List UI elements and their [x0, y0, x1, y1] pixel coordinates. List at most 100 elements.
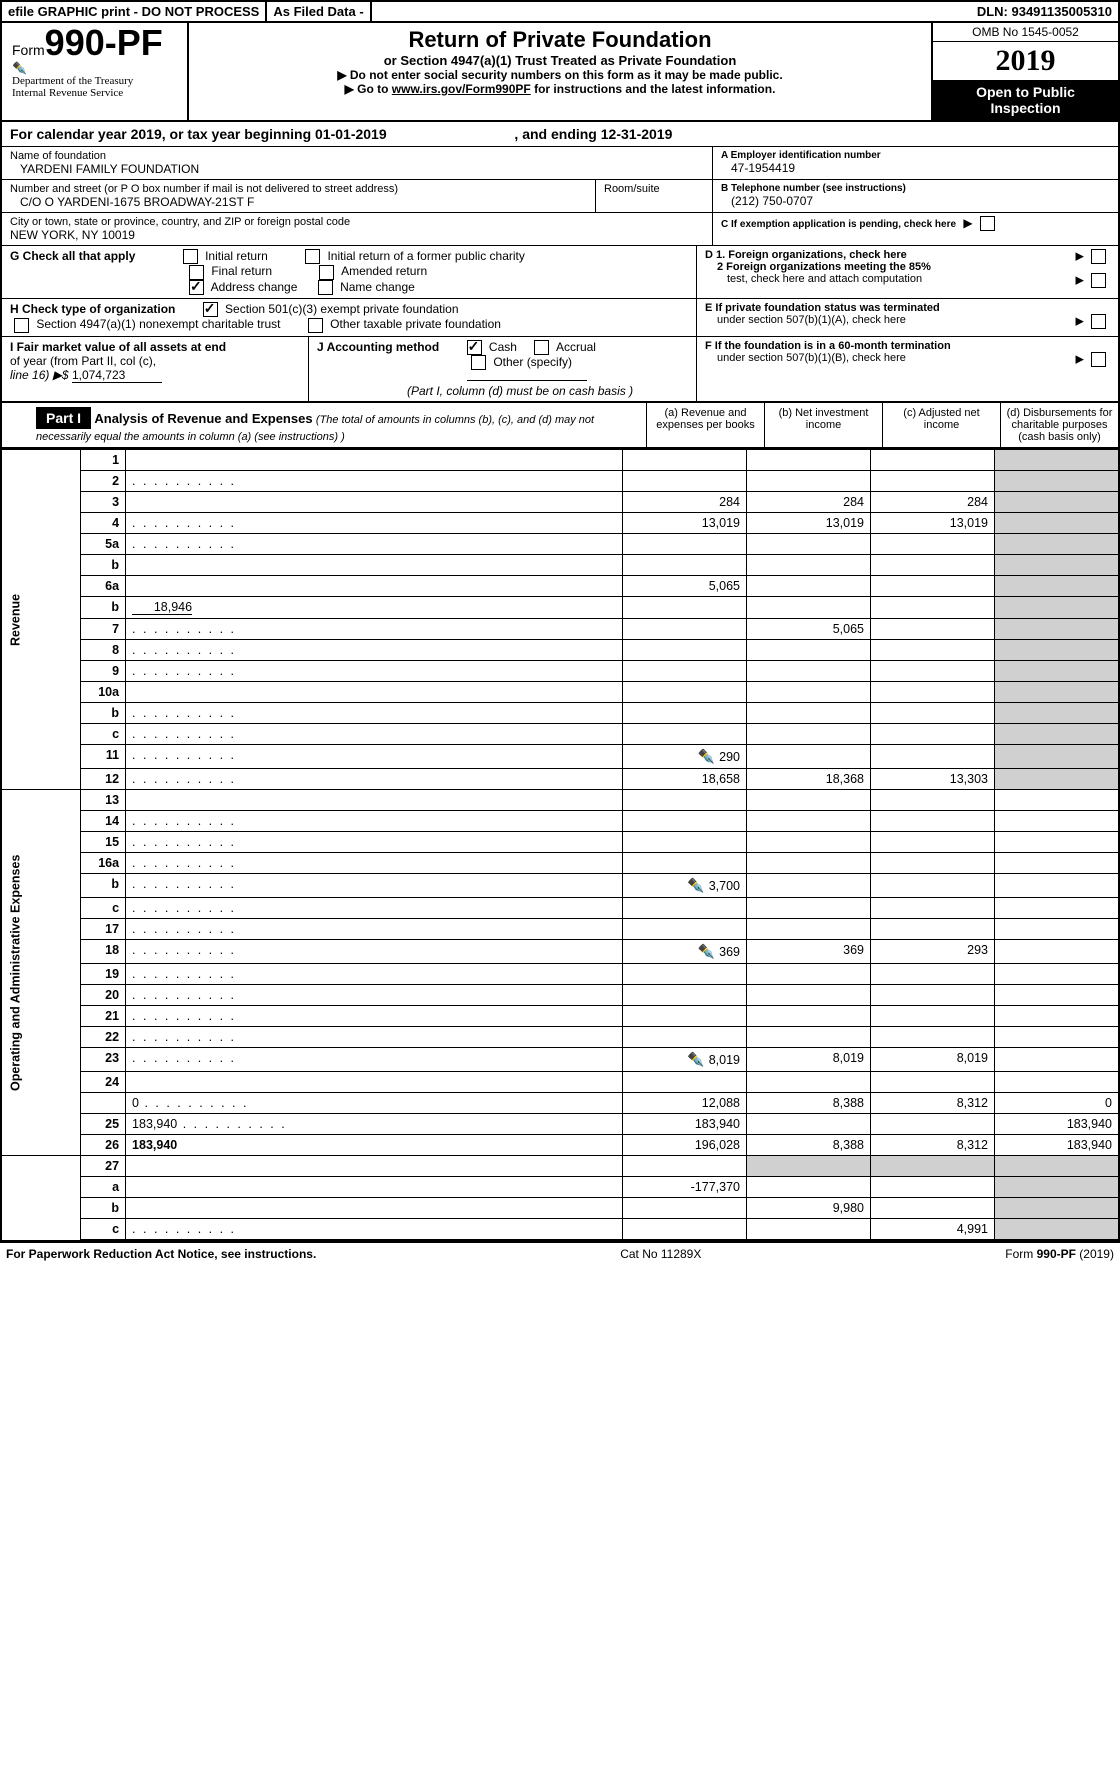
cell-c: [871, 619, 995, 640]
cell-d: [995, 724, 1119, 745]
cell-d: [995, 534, 1119, 555]
attachment-icon[interactable]: ✒️: [698, 943, 715, 959]
row-number: 27: [81, 1156, 126, 1177]
row-number: 23: [81, 1048, 126, 1072]
irs-link[interactable]: www.irs.gov/Form990PF: [392, 82, 531, 96]
checkbox-4947[interactable]: [14, 318, 29, 333]
cell-a: 183,940: [623, 1114, 747, 1135]
cell-b: [747, 576, 871, 597]
cell-d: [995, 1177, 1119, 1198]
cell-d: [995, 898, 1119, 919]
cell-c: [871, 555, 995, 576]
row-number: c: [81, 1219, 126, 1241]
checkbox-d2[interactable]: [1091, 273, 1106, 288]
checkbox-amended[interactable]: [319, 265, 334, 280]
cell-d: [995, 492, 1119, 513]
cell-c: 4,991: [871, 1219, 995, 1241]
cell-d: [995, 450, 1119, 471]
cell-d: [995, 1072, 1119, 1093]
cell-a: [623, 1006, 747, 1027]
row-desc: [126, 450, 623, 471]
dln-value: 93491135005310: [1011, 4, 1112, 19]
section-j: J Accounting method Cash Accrual Other (…: [309, 337, 696, 402]
checkbox-name-change[interactable]: [318, 280, 333, 295]
dln-label: DLN:: [977, 4, 1008, 19]
cell-a: [623, 555, 747, 576]
checkbox-f[interactable]: [1091, 352, 1106, 367]
cell-d: [995, 576, 1119, 597]
address-phone-row: Number and street (or P O box number if …: [2, 180, 1118, 213]
dln: DLN: 93491135005310: [372, 2, 1118, 21]
checkbox-initial-former[interactable]: [305, 249, 320, 264]
row-number: 3: [81, 492, 126, 513]
cell-a: [623, 1072, 747, 1093]
row-desc: [126, 1006, 623, 1027]
cell-b: [747, 555, 871, 576]
checkbox-d1[interactable]: [1091, 249, 1106, 264]
row-number: 24: [81, 1072, 126, 1093]
checkbox-cash[interactable]: [467, 340, 482, 355]
checkbox-initial[interactable]: [183, 249, 198, 264]
row-number: 22: [81, 1027, 126, 1048]
attachment-icon[interactable]: ✒️: [687, 877, 704, 893]
checkbox-accrual[interactable]: [534, 340, 549, 355]
cell-c: [871, 703, 995, 724]
attachment-icon[interactable]: ✒️: [687, 1051, 704, 1067]
cell-c: [871, 832, 995, 853]
cell-c: [871, 682, 995, 703]
cell-d: [995, 555, 1119, 576]
checkbox-other-method[interactable]: [471, 355, 486, 370]
cell-b: [747, 597, 871, 619]
h-e-row: H Check type of organization Section 501…: [2, 299, 1118, 337]
cell-b: [747, 724, 871, 745]
cell-b: [747, 471, 871, 492]
row-desc: [126, 1027, 623, 1048]
table-row: 10a: [2, 682, 1118, 703]
cell-d: [995, 640, 1119, 661]
table-row: 22: [2, 1027, 1118, 1048]
table-row: 15: [2, 832, 1118, 853]
attachment-icon[interactable]: ✒️: [698, 748, 715, 764]
cell-c: [871, 534, 995, 555]
name-value: YARDENI FAMILY FOUNDATION: [10, 162, 704, 176]
row-number: [81, 1093, 126, 1114]
row-desc: [126, 1072, 623, 1093]
cell-a: ✒️290: [623, 745, 747, 769]
cell-d: [995, 513, 1119, 534]
cell-d: [995, 597, 1119, 619]
cell-d: [995, 619, 1119, 640]
cell-c: 8,312: [871, 1093, 995, 1114]
section-f: F If the foundation is in a 60-month ter…: [696, 337, 1118, 402]
row-desc: [126, 919, 623, 940]
city-label: City or town, state or province, country…: [10, 216, 704, 228]
row-number: 11: [81, 745, 126, 769]
checkbox-other-taxable[interactable]: [308, 318, 323, 333]
cell-a: [623, 853, 747, 874]
checkbox-501c3[interactable]: [203, 302, 218, 317]
table-row: 6a5,065: [2, 576, 1118, 597]
checkbox-address-change[interactable]: [189, 280, 204, 295]
row-desc: [126, 682, 623, 703]
table-row: 8: [2, 640, 1118, 661]
checkbox-c[interactable]: [980, 216, 995, 231]
cell-a: ✒️3,700: [623, 874, 747, 898]
row-number: 15: [81, 832, 126, 853]
dept-line2: Internal Revenue Service: [12, 87, 177, 99]
section-g: G Check all that apply Initial return In…: [10, 249, 688, 264]
cell-a: [623, 703, 747, 724]
footer: For Paperwork Reduction Act Notice, see …: [0, 1243, 1120, 1265]
cell-b: [747, 1006, 871, 1027]
cell-a: [623, 597, 747, 619]
cell-a: [623, 1198, 747, 1219]
address-value: C/O O YARDENI-1675 BROADWAY-21ST F: [10, 195, 587, 209]
open-inspection: Open to Public Inspection: [933, 80, 1118, 120]
row-desc: [126, 1219, 623, 1241]
checkbox-e[interactable]: [1091, 314, 1106, 329]
row-desc: [126, 555, 623, 576]
calendar-year-row: For calendar year 2019, or tax year begi…: [2, 122, 1118, 147]
instruction-2: ▶ Go to www.irs.gov/Form990PF for instru…: [199, 82, 921, 96]
cell-b: [747, 745, 871, 769]
row-desc: [126, 724, 623, 745]
table-row: 16a: [2, 853, 1118, 874]
cell-b: 284: [747, 492, 871, 513]
